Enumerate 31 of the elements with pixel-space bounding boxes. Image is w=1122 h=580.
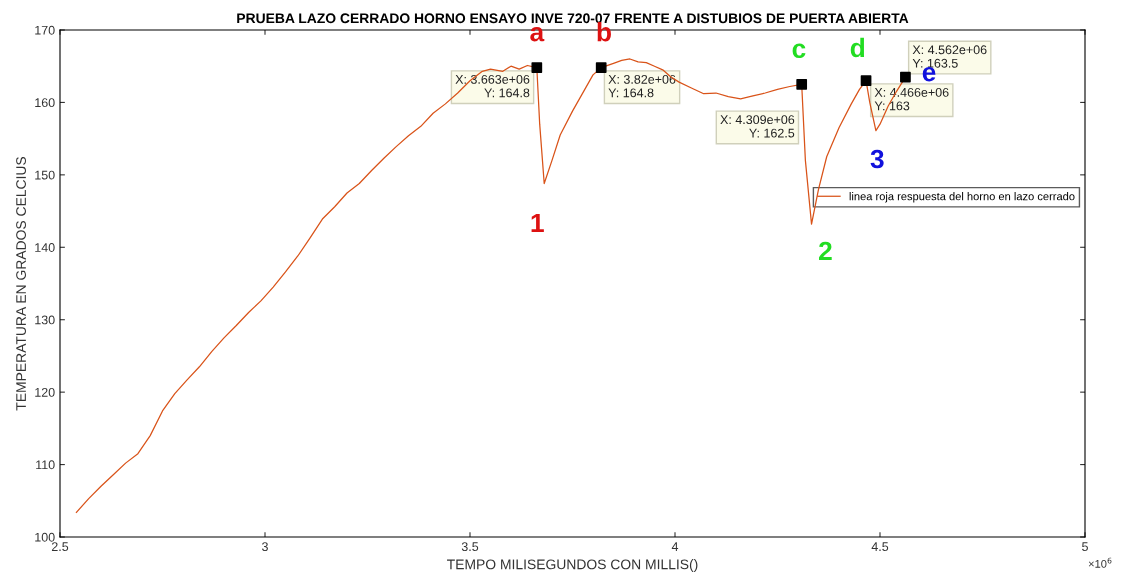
x-tick-label: 5 (1082, 542, 1088, 552)
annotation: b (597, 22, 611, 42)
chart-title: PRUEBA LAZO CERRADO HORNO ENSAYO INVE 720-07 FRENTE A DISTUBIOS DE PUERTA ABIERTA (237, 13, 909, 24)
x-tick-label: 2.5 (51, 542, 69, 552)
annotation: d (850, 37, 865, 58)
y-tick-label: 150 (35, 170, 55, 180)
y-tick-label: 140 (35, 243, 55, 252)
y-tick-label: 100 (35, 532, 55, 542)
y-tick-label: 110 (36, 460, 55, 470)
y-tick-label: 120 (35, 387, 55, 397)
annotation: X: 4.562e+06 Y: 163.5 (912, 45, 987, 68)
x-tick-label: 3 (262, 542, 268, 552)
annotation: e (922, 66, 936, 82)
y-axis-title: TEMPERATURA EN GRADOS CELCIUS (16, 156, 26, 411)
x-axis-title: TEMPO MILISEGUNDOS CON MILLIS() (447, 559, 698, 573)
annotation: c (792, 43, 806, 59)
y-tick-label: 160 (35, 98, 55, 108)
legend-label: linea roja respuesta del horno en lazo cerrado (849, 192, 1075, 203)
y-tick-label: 130 (35, 315, 55, 325)
x-tick-label: 3.5 (461, 542, 479, 552)
annotation: X: 3.82e+06 Y: 164.8 (608, 74, 676, 98)
text: ×10$^{6}$ (1088, 557, 1112, 568)
annotation: 1 (531, 213, 544, 233)
annotation: a (530, 26, 545, 42)
annotation: X: 4.309e+06 Y: 162.5 (720, 115, 795, 138)
x-tick-label: 4.5 (871, 542, 889, 552)
annotation: 2 (819, 241, 832, 261)
annotation: X: 3.663e+06 Y: 164.8 (455, 74, 530, 98)
x-tick-label: 4 (671, 542, 679, 551)
annotation: 3 (870, 149, 884, 169)
y-tick-label: 170 (35, 25, 55, 35)
